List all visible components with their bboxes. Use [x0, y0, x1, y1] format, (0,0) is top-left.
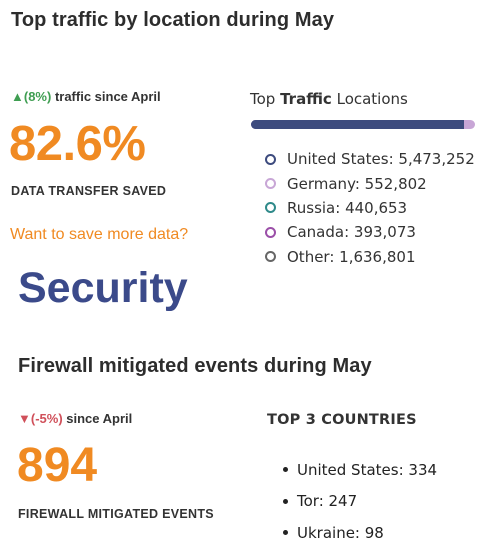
down-arrow-icon: ▼ [18, 411, 31, 426]
country-label: United States: 334 [297, 460, 438, 479]
location-legend-item: Russia: 440,653 [265, 196, 475, 220]
traffic-share-bar [251, 120, 475, 129]
legend-circle-icon [265, 226, 276, 238]
traffic-locations-legend: United States: 5,473,252 Germany: 552,802… [265, 147, 475, 269]
bullet-icon [283, 498, 288, 504]
traffic-legend-title-bold: Traffic [280, 90, 332, 108]
location-legend-label: Russia: 440,653 [287, 198, 408, 217]
traffic-change-text: traffic since April [51, 89, 161, 104]
traffic-legend-title-post: Locations [331, 90, 408, 108]
traffic-title: Top traffic by location during May [11, 9, 335, 31]
traffic-share-bar-fill [251, 120, 464, 129]
location-legend-label: Germany: 552,802 [287, 174, 427, 193]
country-list-item: Ukraine: 98 [283, 517, 437, 549]
firewall-change-percent: (-5%) [30, 411, 63, 426]
location-legend-item: Canada: 393,073 [265, 220, 475, 244]
traffic-legend-title: Top Traffic Locations [250, 90, 408, 108]
location-legend-label: Other: 1,636,801 [287, 247, 416, 266]
legend-circle-icon [265, 178, 276, 190]
up-arrow-icon: ▲ [11, 89, 24, 104]
traffic-change-percent: (8%) [23, 89, 52, 104]
country-list-item: Tor: 247 [283, 486, 437, 518]
bullet-icon [283, 530, 288, 536]
bullet-icon [283, 467, 288, 473]
firewall-change: ▼(-5%) since April [18, 411, 132, 426]
traffic-legend-title-pre: Top [250, 90, 281, 108]
data-transfer-value: 82.6% [9, 117, 146, 171]
location-legend-item: Other: 1,636,801 [265, 245, 475, 269]
country-label: Ukraine: 98 [297, 523, 384, 542]
data-transfer-label: DATA TRANSFER SAVED [11, 184, 167, 198]
location-legend-item: Germany: 552,802 [265, 171, 475, 195]
country-label: Tor: 247 [297, 492, 358, 511]
legend-circle-icon [265, 251, 276, 263]
traffic-change: ▲(8%) traffic since April [11, 89, 161, 104]
save-more-data-link[interactable]: Want to save more data? [10, 226, 189, 243]
location-legend-label: Canada: 393,073 [287, 223, 416, 242]
location-legend-item: United States: 5,473,252 [265, 147, 475, 171]
top-countries-title: TOP 3 COUNTRIES [267, 412, 417, 428]
top-countries-list: United States: 334 Tor: 247 Ukraine: 98 [283, 454, 437, 549]
firewall-title: Firewall mitigated events during May [18, 355, 372, 377]
security-heading: Security [18, 264, 188, 312]
firewall-events-value: 894 [17, 439, 98, 492]
country-list-item: United States: 334 [283, 454, 437, 486]
location-legend-label: United States: 5,473,252 [287, 150, 475, 169]
firewall-events-label: FIREWALL MITIGATED EVENTS [18, 507, 214, 521]
firewall-change-text: since April [62, 411, 133, 426]
legend-circle-icon [265, 153, 276, 165]
legend-circle-icon [265, 202, 276, 214]
